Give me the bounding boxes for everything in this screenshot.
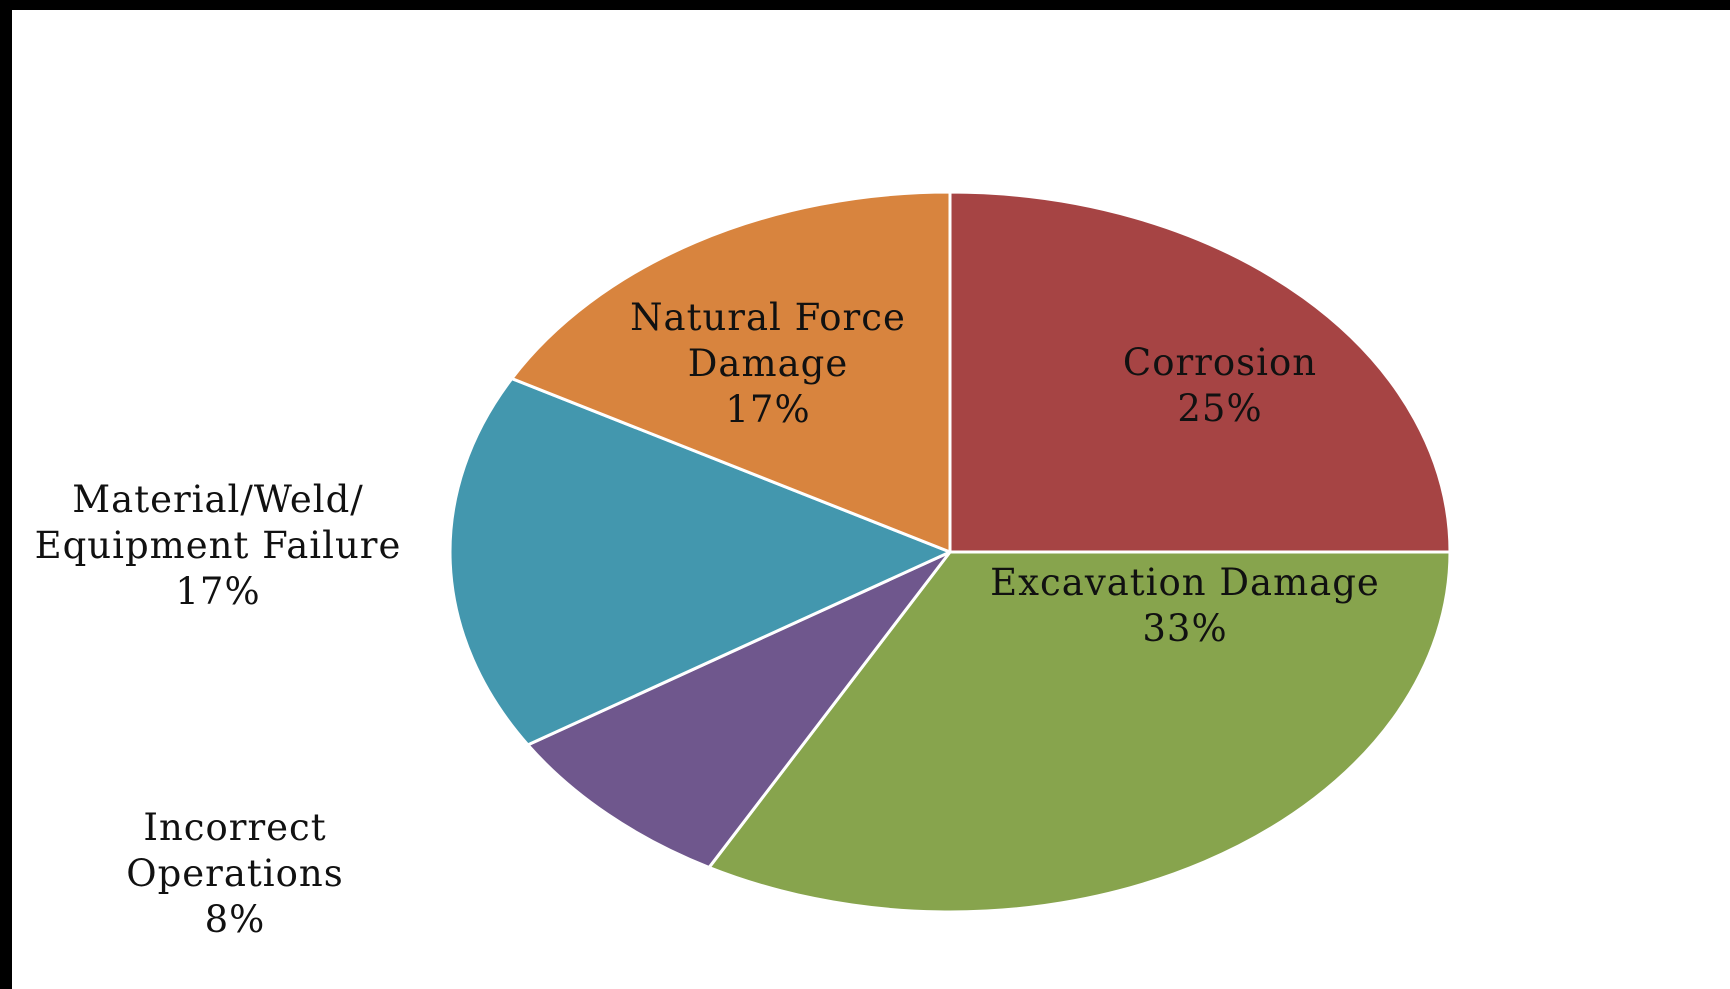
pie-slice-natural-force-damage: [510, 190, 952, 554]
pie-slice-material-weld-equipment-failure: [448, 377, 952, 747]
data-label-name: Material/Weld/: [72, 478, 363, 521]
data-label-material-weld-equipment-failure: Material/Weld/Equipment Failure 17%: [35, 478, 402, 613]
pie-slices: [448, 190, 1452, 914]
data-label-name: Incorrect: [143, 806, 326, 849]
data-label-name: Natural Force: [630, 296, 906, 339]
data-label-value: 33%: [1142, 607, 1227, 650]
data-label-name: Damage: [688, 342, 848, 385]
data-label-name: Corrosion: [1123, 341, 1317, 384]
data-label-value: 25%: [1177, 387, 1262, 430]
data-label-name: Excavation Damage: [990, 561, 1380, 604]
data-label-value: 8%: [205, 898, 266, 941]
data-label-natural-force-damage: Natural Force Damage 17%: [630, 296, 906, 431]
pie-slice-excavation-damage: [707, 550, 1452, 914]
pie-labels: Corrosion 25% Excavation Damage 33% Incorrec…: [35, 296, 1380, 941]
pie-slice-incorrect-operations: [526, 550, 952, 869]
pie-slice-corrosion: [948, 190, 1452, 554]
data-label-corrosion: Corrosion 25%: [1123, 341, 1317, 430]
data-label-value: 17%: [175, 570, 260, 613]
data-label-excavation-damage: Excavation Damage 33%: [990, 561, 1380, 650]
data-label-name: Equipment Failure: [35, 524, 402, 567]
data-label-value: 17%: [725, 388, 810, 431]
data-label-incorrect-operations: Incorrect Operations 8%: [126, 806, 343, 941]
data-label-name: Operations: [126, 852, 343, 895]
